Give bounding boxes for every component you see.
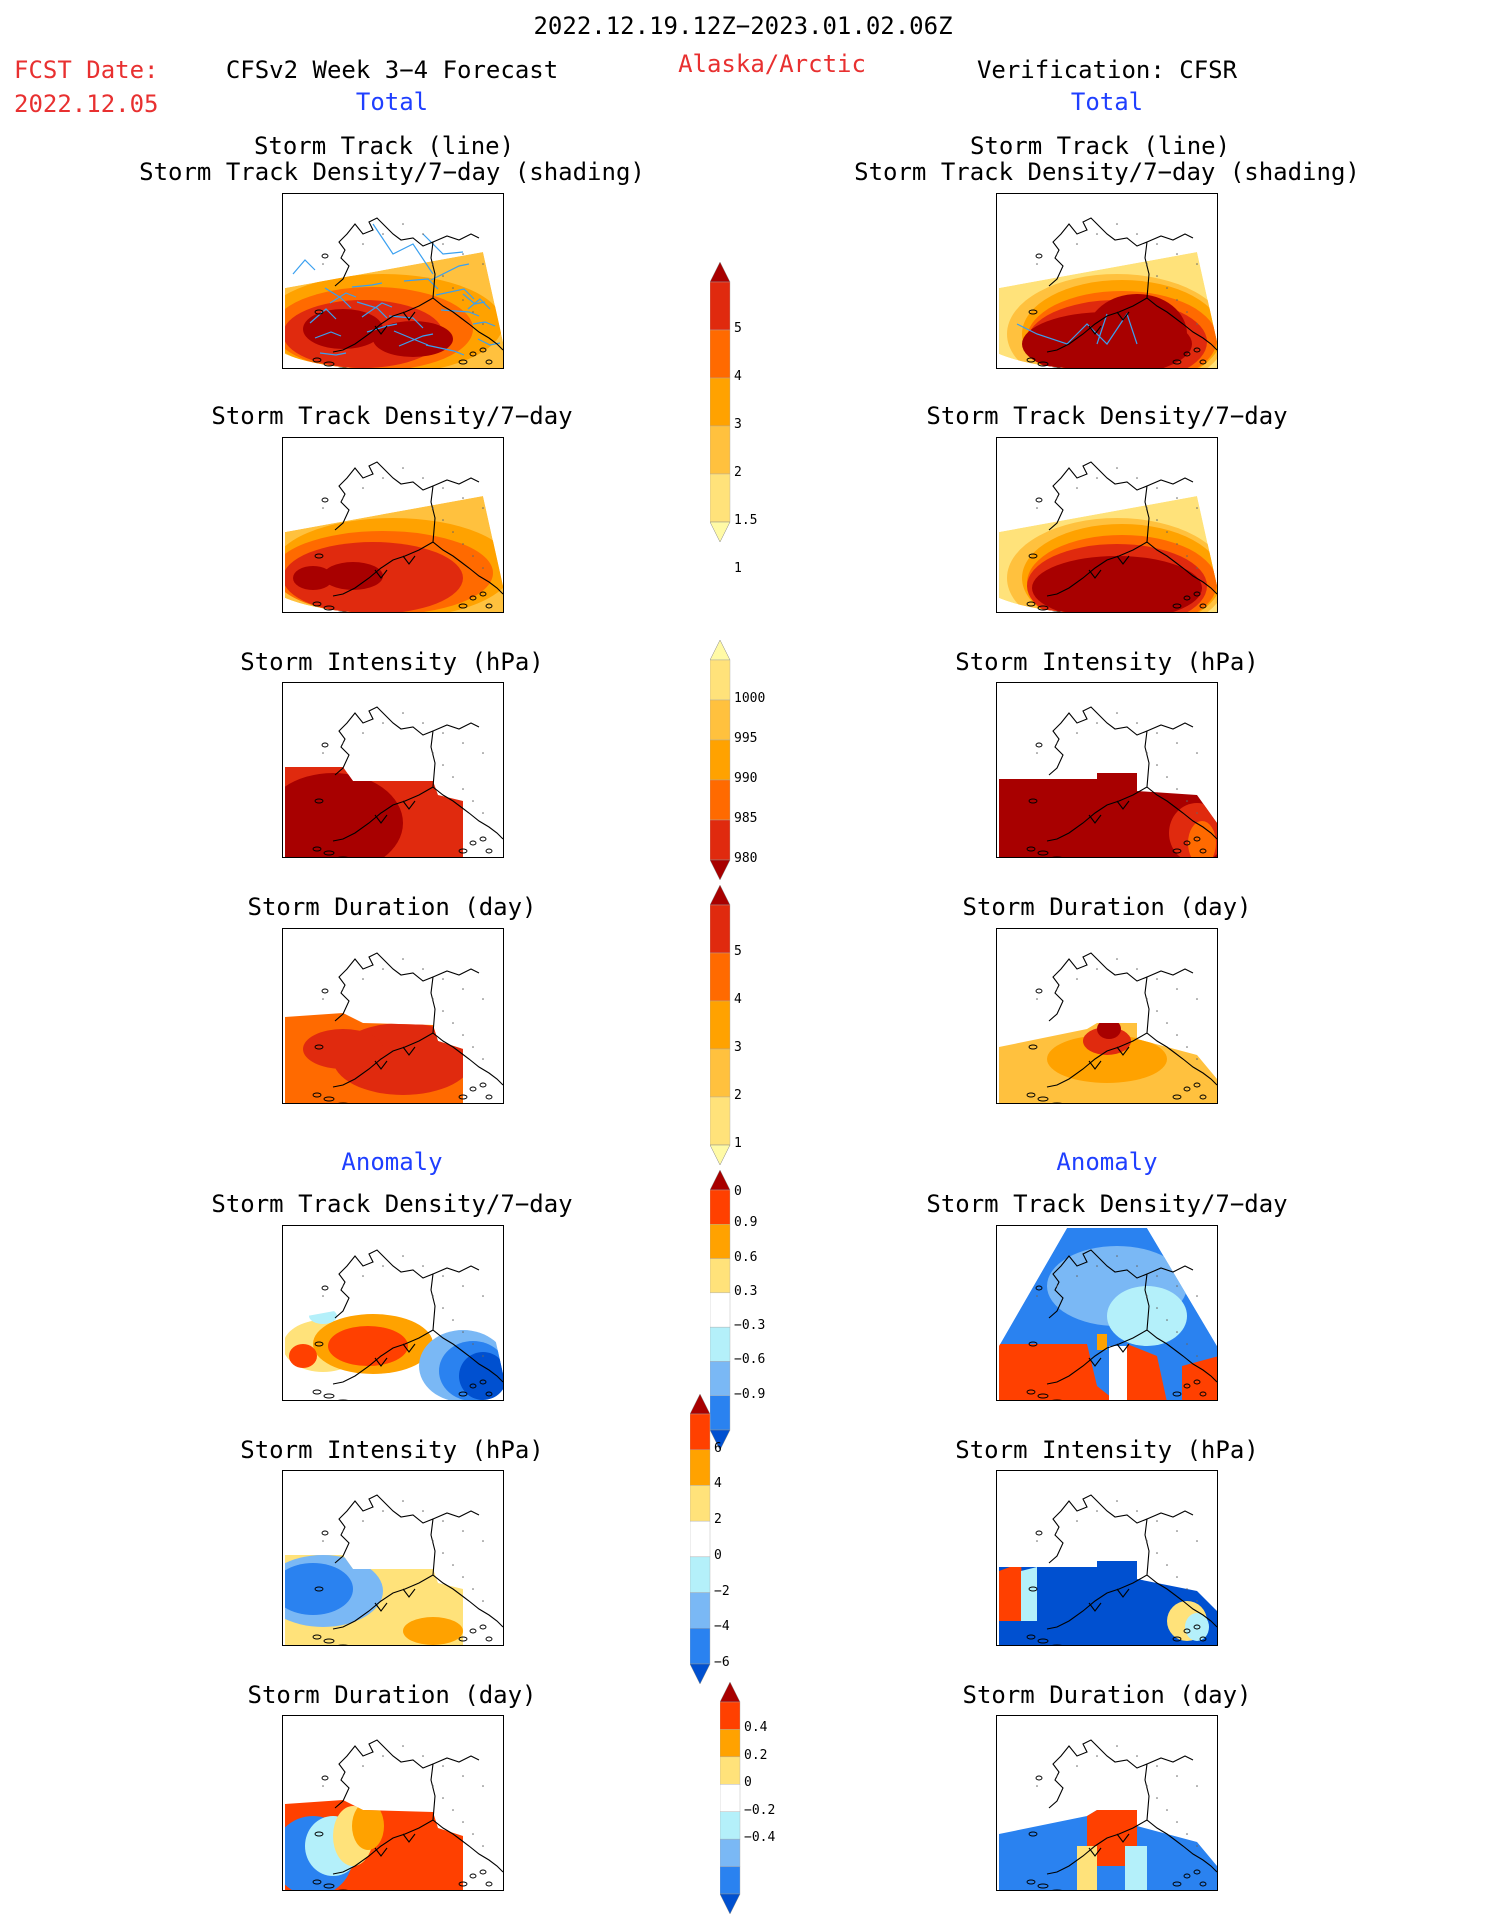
colorbar-tick-label: 1000 bbox=[734, 691, 766, 706]
colorbar-tick-label: 4 bbox=[734, 369, 742, 384]
map-anom-duration-forecast bbox=[282, 1715, 504, 1891]
colorbar-tick-label: 5 bbox=[734, 321, 742, 336]
colorbar-tick-label: 1.5 bbox=[734, 513, 758, 528]
colorbar-tick-label: 0.4 bbox=[744, 1720, 768, 1736]
colorbar-tick-label: −4 bbox=[714, 1619, 730, 1635]
colorbar-tick-label: −6 bbox=[714, 1655, 730, 1670]
colorbar-tick-label: 2 bbox=[714, 1512, 722, 1528]
title-track-shading-right: Storm Track Density/7−day (shading) bbox=[854, 158, 1360, 186]
colorbar-tick-label: 4 bbox=[734, 992, 742, 1007]
colorbar-strip bbox=[719, 1681, 741, 1915]
total-heading-left: Total bbox=[355, 88, 429, 116]
title-track-line-left: Storm Track (line) bbox=[253, 132, 515, 160]
colorbar-tick-label: 1 bbox=[734, 1136, 742, 1151]
colorbar-tick-label: 3 bbox=[734, 417, 742, 432]
colorbar-tick-label: −0.4 bbox=[744, 1830, 776, 1846]
colorbar-tick-label: 0.2 bbox=[744, 1747, 768, 1763]
colorbar-tick-label: 4 bbox=[714, 1476, 722, 1492]
map-track-forecast bbox=[282, 193, 504, 369]
title-anom-duration-right: Storm Duration (day) bbox=[962, 1681, 1252, 1709]
colorbar-tick-label: 990 bbox=[734, 771, 758, 786]
colorbar-density-total: 5 4 3 2 1.5 1 bbox=[709, 261, 780, 576]
fcst-date-value: 2022.12.05 bbox=[14, 90, 159, 118]
colorbar-tick-label: 0.3 bbox=[734, 1283, 758, 1299]
anomaly-heading-right: Anomaly bbox=[1056, 1148, 1158, 1176]
title-density-right: Storm Track Density/7−day bbox=[926, 402, 1288, 430]
title-density-left: Storm Track Density/7−day bbox=[211, 402, 573, 430]
colorbar-duration-total: 5 4 3 2 1 0 bbox=[709, 884, 780, 1199]
title-intensity-left: Storm Intensity (hPa) bbox=[240, 648, 544, 676]
colorbar-tick-label: 2 bbox=[734, 465, 742, 480]
map-intensity-verification bbox=[996, 682, 1218, 858]
title-duration-right: Storm Duration (day) bbox=[962, 893, 1252, 921]
map-density-verification bbox=[996, 437, 1218, 613]
colorbar-tick-label: 985 bbox=[734, 811, 758, 826]
colorbar-tick-label: 0.6 bbox=[734, 1249, 758, 1265]
map-anom-intensity-forecast bbox=[282, 1470, 504, 1646]
colorbar-duration-anom: 0.4 0.2 0 −0.2 −0.4 bbox=[719, 1681, 790, 1915]
fcst-date-label: FCST Date: bbox=[14, 56, 159, 84]
map-duration-forecast bbox=[282, 928, 504, 1104]
title-track-shading-left: Storm Track Density/7−day (shading) bbox=[139, 158, 645, 186]
colorbar-tick-label: 0 bbox=[714, 1547, 722, 1563]
title-anom-intensity-left: Storm Intensity (hPa) bbox=[240, 1436, 544, 1464]
colorbar-intensity-anom: 6 4 2 0 −2 −4 −6 bbox=[689, 1393, 760, 1685]
colorbar-tick-label: 995 bbox=[734, 731, 758, 746]
map-anom-density-forecast bbox=[282, 1225, 504, 1401]
title-anom-intensity-right: Storm Intensity (hPa) bbox=[955, 1436, 1259, 1464]
colorbar-tick-label: −0.2 bbox=[744, 1802, 776, 1818]
map-anom-duration-verification bbox=[996, 1715, 1218, 1891]
map-anom-density-verification bbox=[996, 1225, 1218, 1401]
colorbar-strip bbox=[709, 261, 731, 543]
title-duration-left: Storm Duration (day) bbox=[247, 893, 537, 921]
colorbar-density-anom: 0.9 0.6 0.3 −0.3 −0.6 −0.9 bbox=[709, 1169, 780, 1451]
colorbar-tick-label: 3 bbox=[734, 1040, 742, 1055]
map-anom-intensity-verification bbox=[996, 1470, 1218, 1646]
colorbar-tick-label: 0 bbox=[734, 1184, 742, 1199]
colorbar-strip bbox=[689, 1393, 711, 1685]
colorbar-tick-label: 0 bbox=[744, 1775, 752, 1791]
map-track-verification bbox=[996, 193, 1218, 369]
title-anom-density-right: Storm Track Density/7−day bbox=[926, 1190, 1288, 1218]
map-intensity-forecast bbox=[282, 682, 504, 858]
anomaly-heading-left: Anomaly bbox=[341, 1148, 443, 1176]
title-intensity-right: Storm Intensity (hPa) bbox=[955, 648, 1259, 676]
colorbar-tick-label: 0.9 bbox=[734, 1215, 758, 1231]
colorbar-tick-label: −0.6 bbox=[734, 1352, 766, 1368]
map-density-forecast bbox=[282, 437, 504, 613]
colorbar-tick-label: −2 bbox=[714, 1583, 730, 1599]
colorbar-strip bbox=[709, 639, 731, 881]
colorbar-intensity-total: 1000 995 990 985 980 bbox=[709, 639, 780, 881]
colorbar-strip bbox=[709, 884, 731, 1166]
colorbar-tick-label: −0.3 bbox=[734, 1318, 766, 1334]
colorbar-tick-label: 1 bbox=[734, 561, 742, 576]
map-duration-verification bbox=[996, 928, 1218, 1104]
title-track-line-right: Storm Track (line) bbox=[969, 132, 1231, 160]
total-heading-right: Total bbox=[1070, 88, 1144, 116]
colorbar-tick-label: 2 bbox=[734, 1088, 742, 1103]
title-anom-duration-left: Storm Duration (day) bbox=[247, 1681, 537, 1709]
period-title: 2022.12.19.12Z−2023.01.02.06Z bbox=[533, 12, 953, 40]
colorbar-tick-label: 6 bbox=[714, 1440, 722, 1456]
colorbar-tick-label: 5 bbox=[734, 944, 742, 959]
verification-title: Verification: CFSR bbox=[976, 56, 1238, 84]
colorbar-tick-label: −0.9 bbox=[734, 1386, 766, 1402]
colorbar-strip bbox=[709, 1169, 731, 1451]
model-title: CFSv2 Week 3−4 Forecast bbox=[225, 56, 559, 84]
region-title: Alaska/Arctic bbox=[678, 50, 866, 78]
title-anom-density-left: Storm Track Density/7−day bbox=[211, 1190, 573, 1218]
colorbar-tick-label: 980 bbox=[734, 851, 758, 866]
